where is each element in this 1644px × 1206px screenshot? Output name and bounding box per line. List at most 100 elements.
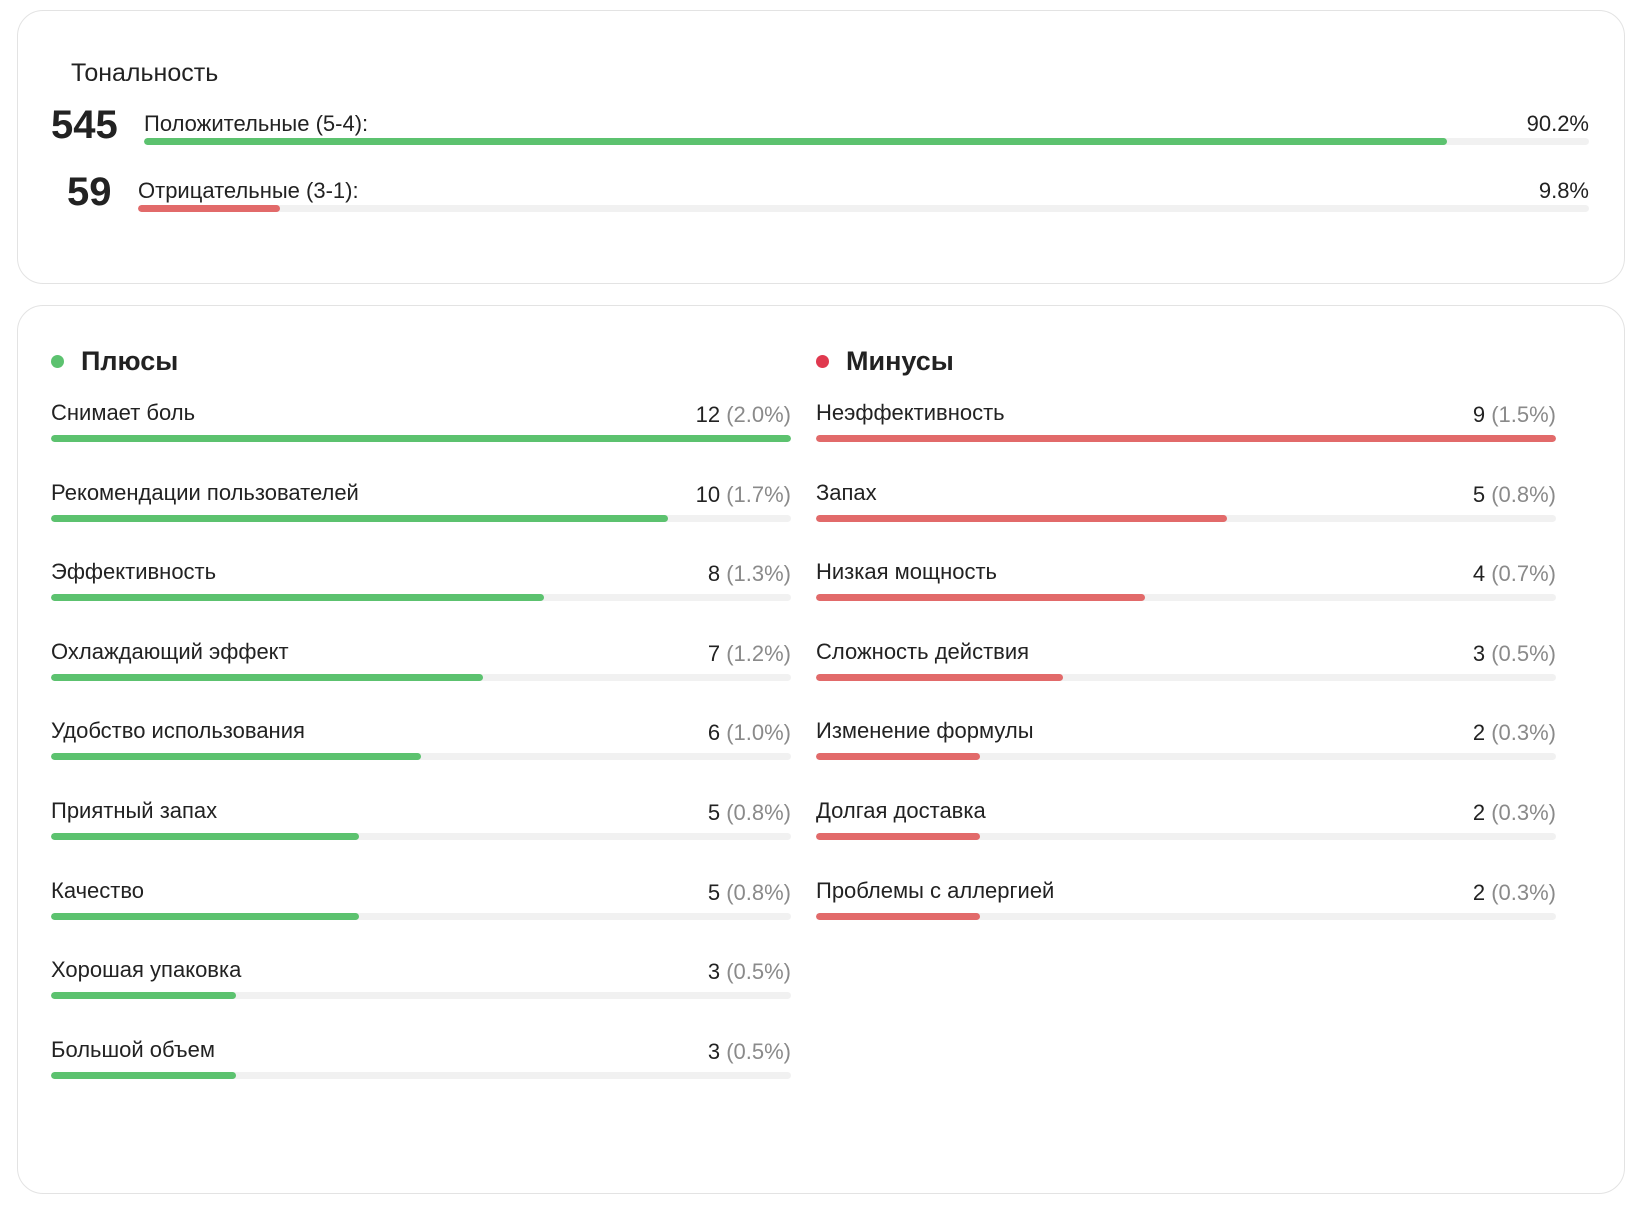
pros-item-percent: (0.8%) xyxy=(726,800,791,825)
tonality-title: Тональность xyxy=(71,59,219,87)
pros-item-progress-track xyxy=(51,992,791,1000)
pros-title: Плюсы xyxy=(81,346,179,376)
pros-item-progress-track xyxy=(51,1071,791,1079)
pros-item-label: Рекомендации пользователей xyxy=(51,479,359,505)
pros-item-label: Качество xyxy=(51,877,145,903)
cons-item-value: 4 (0.7%) xyxy=(1473,560,1556,588)
cons-item-progress-track xyxy=(816,912,1556,920)
pros-item-value: 3 (0.5%) xyxy=(708,1038,791,1066)
cons-item-value: 2 (0.3%) xyxy=(1473,719,1556,747)
pros-item-label: Эффективность xyxy=(51,559,217,585)
cons-item-value: 2 (0.3%) xyxy=(1473,799,1556,827)
pros-item-percent: (2.0%) xyxy=(726,402,791,427)
pros-item-progress-track xyxy=(51,833,791,840)
pros-item-value: 5 (0.8%) xyxy=(708,879,791,907)
pros-item-percent: (0.8%) xyxy=(726,879,791,905)
pros-item-label: Хорошая упаковка xyxy=(51,957,242,983)
pros-item-percent: (1.3%) xyxy=(726,561,791,587)
pros-item-label: Большой объем xyxy=(51,1036,215,1062)
cons-item-progress-track xyxy=(816,514,1556,522)
cons-item: Проблемы с аллергией 2 (0.3%) xyxy=(816,877,1556,957)
cons-item-value: 2 (0.3%) xyxy=(1473,879,1556,907)
cons-item-progress-fill xyxy=(816,753,981,761)
pros-item-percent: (0.5%) xyxy=(726,959,791,985)
cons-item-percent: (0.3%) xyxy=(1491,720,1556,746)
cons-item-progress-fill xyxy=(816,514,1228,522)
cons-item: Запах 5 (0.8%) xyxy=(816,479,1556,559)
pros-item-progress-fill xyxy=(51,833,360,840)
cons-item-label: Проблемы с аллергией xyxy=(816,877,1055,903)
cons-item: Долгая доставка 2 (0.3%) xyxy=(816,797,1556,877)
cons-item-count: 4 xyxy=(1472,561,1486,587)
pros-item-percent: (1.7%) xyxy=(726,481,791,507)
pros-item-count: 12 xyxy=(695,402,721,427)
pros-item-value: 7 (1.2%) xyxy=(708,640,791,668)
pros-item-value: 5 (0.8%) xyxy=(708,799,791,827)
cons-item-count: 5 xyxy=(1472,481,1486,507)
cons-item-progress-fill xyxy=(816,833,981,840)
pros-item-count: 3 xyxy=(707,959,721,985)
positive-percent: 90.2% xyxy=(1526,111,1589,136)
cons-item-percent: (0.3%) xyxy=(1491,800,1556,825)
positive-label: Положительные (5-4): xyxy=(144,111,369,136)
tonality-negative-row: 59 Отрицательные (3-1): 9.8% xyxy=(18,172,1624,232)
pros-item-progress-track xyxy=(51,514,791,522)
pros-item-progress-track xyxy=(51,753,791,761)
pros-item: Приятный запах 5 (0.8%) xyxy=(51,797,791,877)
cons-item-count: 3 xyxy=(1472,640,1486,666)
cons-item-progress-track xyxy=(816,673,1556,681)
cons-item-percent: (0.7%) xyxy=(1491,561,1556,587)
positive-count: 545 xyxy=(51,103,118,147)
pros-item-progress-fill xyxy=(51,514,668,522)
pros-item-count: 8 xyxy=(707,561,721,587)
pros-item-progress-fill xyxy=(51,435,791,442)
cons-item: Изменение формулы 2 (0.3%) xyxy=(816,717,1556,797)
cons-item-label: Сложность действия xyxy=(816,638,1030,664)
cons-item-count: 9 xyxy=(1472,402,1486,427)
cons-item: Неэффективность 9 (1.5%) xyxy=(816,399,1556,479)
pros-item-progress-track xyxy=(51,912,791,920)
cons-item-label: Неэффективность xyxy=(816,400,1005,425)
negative-progress-track xyxy=(138,205,1589,212)
pros-dot-icon xyxy=(51,355,64,368)
pros-item-percent: (1.0%) xyxy=(726,720,791,746)
pros-item: Хорошая упаковка 3 (0.5%) xyxy=(51,956,791,1036)
cons-item-progress-fill xyxy=(816,673,1063,681)
pros-item-value: 3 (0.5%) xyxy=(708,958,791,986)
cons-item-progress-track xyxy=(816,435,1556,442)
pros-item-progress-track xyxy=(51,594,791,602)
pros-item-count: 5 xyxy=(707,879,721,905)
cons-item-label: Изменение формулы xyxy=(816,718,1034,744)
tonality-positive-row: 545 Положительные (5-4): 90.2% xyxy=(18,105,1624,165)
pros-item-value: 10 (1.7%) xyxy=(696,481,791,509)
cons-column: Минусы Неэффективность 9 (1.5%) Запах 5 (0.… xyxy=(816,306,1556,1193)
negative-label: Отрицательные (3-1): xyxy=(138,178,359,203)
pros-item: Рекомендации пользователей 10 (1.7%) xyxy=(51,479,791,559)
cons-item-count: 2 xyxy=(1472,800,1486,825)
cons-dot-icon xyxy=(816,355,829,368)
cons-item-progress-track xyxy=(816,594,1556,602)
cons-item-progress-fill xyxy=(816,912,981,920)
pros-item-progress-fill xyxy=(51,753,421,761)
positive-progress-fill xyxy=(144,138,1448,145)
pros-item-value: 6 (1.0%) xyxy=(708,719,791,747)
pros-item: Эффективность 8 (1.3%) xyxy=(51,558,791,638)
pros-item: Снимает боль 12 (2.0%) xyxy=(51,399,791,479)
pros-column: Плюсы Снимает боль 12 (2.0%) Рекомендации … xyxy=(51,306,791,1193)
cons-item-progress-track xyxy=(816,833,1556,840)
cons-title: Минусы xyxy=(846,346,954,376)
pros-item-count: 3 xyxy=(707,1038,721,1064)
pros-item-label: Охлаждающий эффект xyxy=(51,638,289,664)
cons-item-count: 2 xyxy=(1472,720,1486,746)
cons-item-count: 2 xyxy=(1472,879,1486,905)
pros-item-progress-track xyxy=(51,673,791,681)
cons-item-progress-fill xyxy=(816,435,1556,442)
pros-item-percent: (0.5%) xyxy=(726,1038,791,1064)
pros-item-percent: (1.2%) xyxy=(726,640,791,666)
cons-item-value: 3 (0.5%) xyxy=(1473,640,1556,668)
pros-item-label: Снимает боль xyxy=(51,400,196,425)
pros-item-progress-fill xyxy=(51,912,360,920)
pros-item-value: 8 (1.3%) xyxy=(708,560,791,588)
tonality-card: Тональность 545 Положительные (5-4): 90.… xyxy=(17,10,1625,284)
pros-item-progress-track xyxy=(51,435,791,442)
